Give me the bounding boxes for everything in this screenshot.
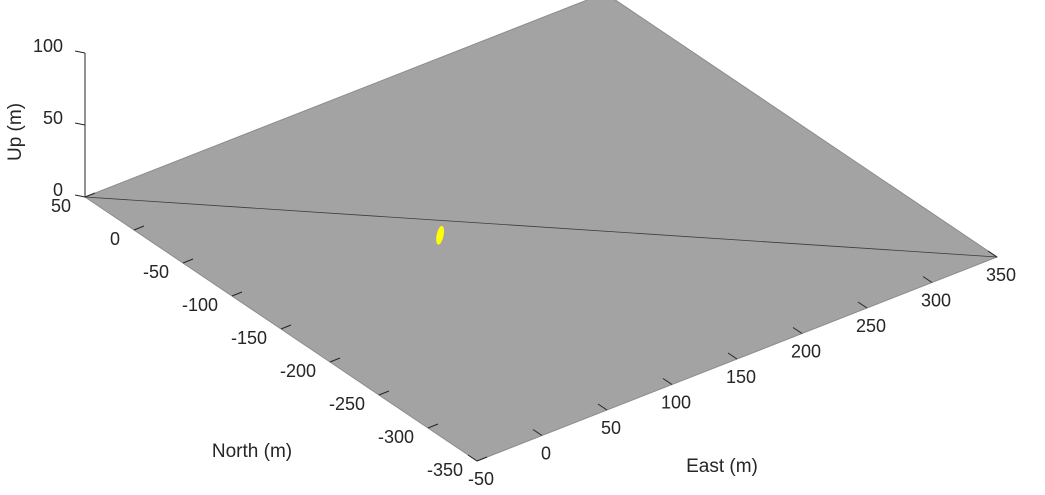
- x-tick-label: 0: [541, 444, 551, 464]
- y-tick-mark: [427, 423, 439, 429]
- z-tick-label: 100: [33, 36, 63, 56]
- y-tick-label: -200: [280, 361, 316, 381]
- y-tick-label: -250: [329, 394, 365, 414]
- y-tick-label: -350: [427, 460, 463, 480]
- y-tick-label: -300: [378, 427, 414, 447]
- y-tick-mark: [378, 390, 390, 396]
- x-tick-label: 250: [856, 316, 886, 336]
- z-tick-mark: [74, 194, 86, 198]
- y-tick-label: 0: [110, 229, 120, 249]
- position-marker: [436, 225, 445, 245]
- x-tick-label: 200: [791, 342, 821, 362]
- z-tick-mark: [74, 50, 86, 54]
- y-tick-mark: [280, 324, 292, 330]
- x-tick-mark: [662, 378, 673, 385]
- z-tick-label: 50: [43, 108, 63, 128]
- x-axis-label: East (m): [686, 456, 758, 477]
- x-tick-mark: [792, 327, 803, 334]
- z-axis-label: Up (m): [5, 103, 26, 161]
- ground-surface: [83, 0, 999, 462]
- x-tick-label: 100: [661, 393, 691, 413]
- y-tick-mark: [329, 357, 341, 363]
- surface-layer: [83, 0, 999, 462]
- x-tick-mark: [987, 250, 998, 258]
- z-tick-mark: [74, 122, 86, 126]
- y-axis-label: North (m): [212, 441, 292, 462]
- z-tick-label: 0: [53, 180, 63, 200]
- x-tick-label: 150: [726, 367, 756, 387]
- y-tick-mark: [231, 291, 243, 297]
- y-tick-label: -100: [182, 295, 218, 315]
- surface-diagonal: [84, 196, 998, 258]
- y-tick-label: 50: [51, 196, 71, 216]
- x-tick-label: 50: [601, 418, 621, 438]
- x-tick-label: 350: [986, 265, 1016, 285]
- y-tick-mark: [476, 456, 488, 462]
- x-tick-mark: [532, 429, 543, 436]
- y-tick-label: -150: [231, 328, 267, 348]
- axis-labels-layer: East (m) North (m) Up (m): [5, 103, 758, 477]
- ticks-layer: -50050100150200250300350-350-300-250-200…: [33, 36, 1016, 489]
- y-tick-label: -50: [143, 262, 169, 282]
- x-tick-mark: [597, 403, 608, 411]
- y-tick-mark: [133, 225, 145, 231]
- y-tick-mark: [84, 192, 96, 198]
- x-tick-label: -50: [468, 469, 494, 489]
- y-tick-mark: [182, 258, 194, 264]
- x-tick-mark: [727, 352, 738, 360]
- x-tick-mark: [922, 276, 933, 283]
- x-tick-mark: [857, 301, 868, 309]
- x-tick-label: 300: [921, 291, 951, 311]
- x-tick-mark: [467, 454, 478, 462]
